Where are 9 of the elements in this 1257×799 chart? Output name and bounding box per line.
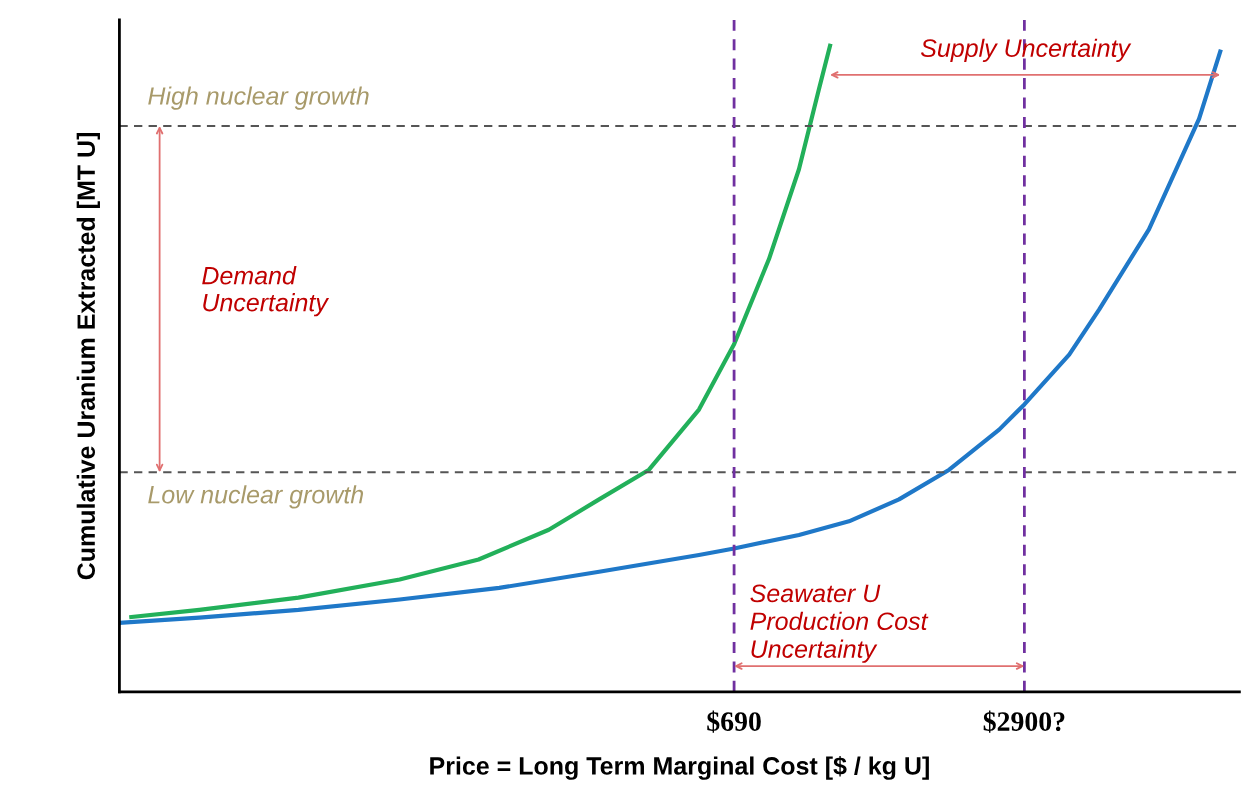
annotation: Seawater U Production Cost Uncertainty	[750, 584, 929, 663]
y-axis-title: Cumulative Uranium Extracted [MT U]	[76, 133, 100, 580]
ref-line-label: High nuclear growth	[148, 86, 369, 110]
x-axis-title: Price = Long Term Marginal Cost [$ / kg U]	[430, 756, 929, 780]
ref-line-label: Low nuclear growth	[148, 485, 364, 509]
x-tick-label: $690	[707, 710, 761, 733]
x-tick-label: $2900?	[983, 710, 1065, 733]
annotation: Supply Uncertainty	[920, 38, 1132, 62]
annotation: Demand Uncertainty	[202, 266, 330, 317]
